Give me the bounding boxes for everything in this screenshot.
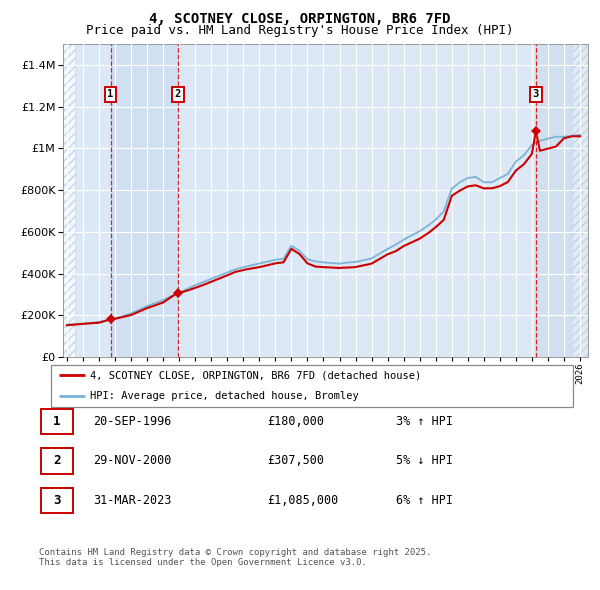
Text: £180,000: £180,000 [267, 415, 324, 428]
FancyBboxPatch shape [51, 365, 573, 407]
Bar [572, 44, 588, 357]
Text: 1: 1 [53, 415, 61, 428]
FancyBboxPatch shape [41, 408, 73, 434]
Bar [110, 44, 178, 357]
Text: Price paid vs. HM Land Registry's House Price Index (HPI): Price paid vs. HM Land Registry's House … [86, 24, 514, 37]
Text: 20-SEP-1996: 20-SEP-1996 [93, 415, 172, 428]
Text: 1: 1 [107, 89, 114, 99]
Text: HPI: Average price, detached house, Bromley: HPI: Average price, detached house, Brom… [90, 392, 359, 401]
Text: 3% ↑ HPI: 3% ↑ HPI [396, 415, 453, 428]
FancyBboxPatch shape [41, 448, 73, 474]
Text: 5% ↓ HPI: 5% ↓ HPI [396, 454, 453, 467]
Text: £307,500: £307,500 [267, 454, 324, 467]
Text: Contains HM Land Registry data © Crown copyright and database right 2025.
This d: Contains HM Land Registry data © Crown c… [39, 548, 431, 567]
Text: 3: 3 [53, 494, 61, 507]
FancyBboxPatch shape [41, 487, 73, 513]
Text: 31-MAR-2023: 31-MAR-2023 [93, 494, 172, 507]
Text: 29-NOV-2000: 29-NOV-2000 [93, 454, 172, 467]
Text: 3: 3 [533, 89, 539, 99]
Text: 6% ↑ HPI: 6% ↑ HPI [396, 494, 453, 507]
Text: 4, SCOTNEY CLOSE, ORPINGTON, BR6 7FD (detached house): 4, SCOTNEY CLOSE, ORPINGTON, BR6 7FD (de… [90, 371, 421, 380]
Text: 4, SCOTNEY CLOSE, ORPINGTON, BR6 7FD: 4, SCOTNEY CLOSE, ORPINGTON, BR6 7FD [149, 12, 451, 26]
Bar [63, 44, 75, 357]
Text: 2: 2 [175, 89, 181, 99]
Text: 2: 2 [53, 454, 61, 467]
Bar [536, 44, 588, 357]
Text: £1,085,000: £1,085,000 [267, 494, 338, 507]
